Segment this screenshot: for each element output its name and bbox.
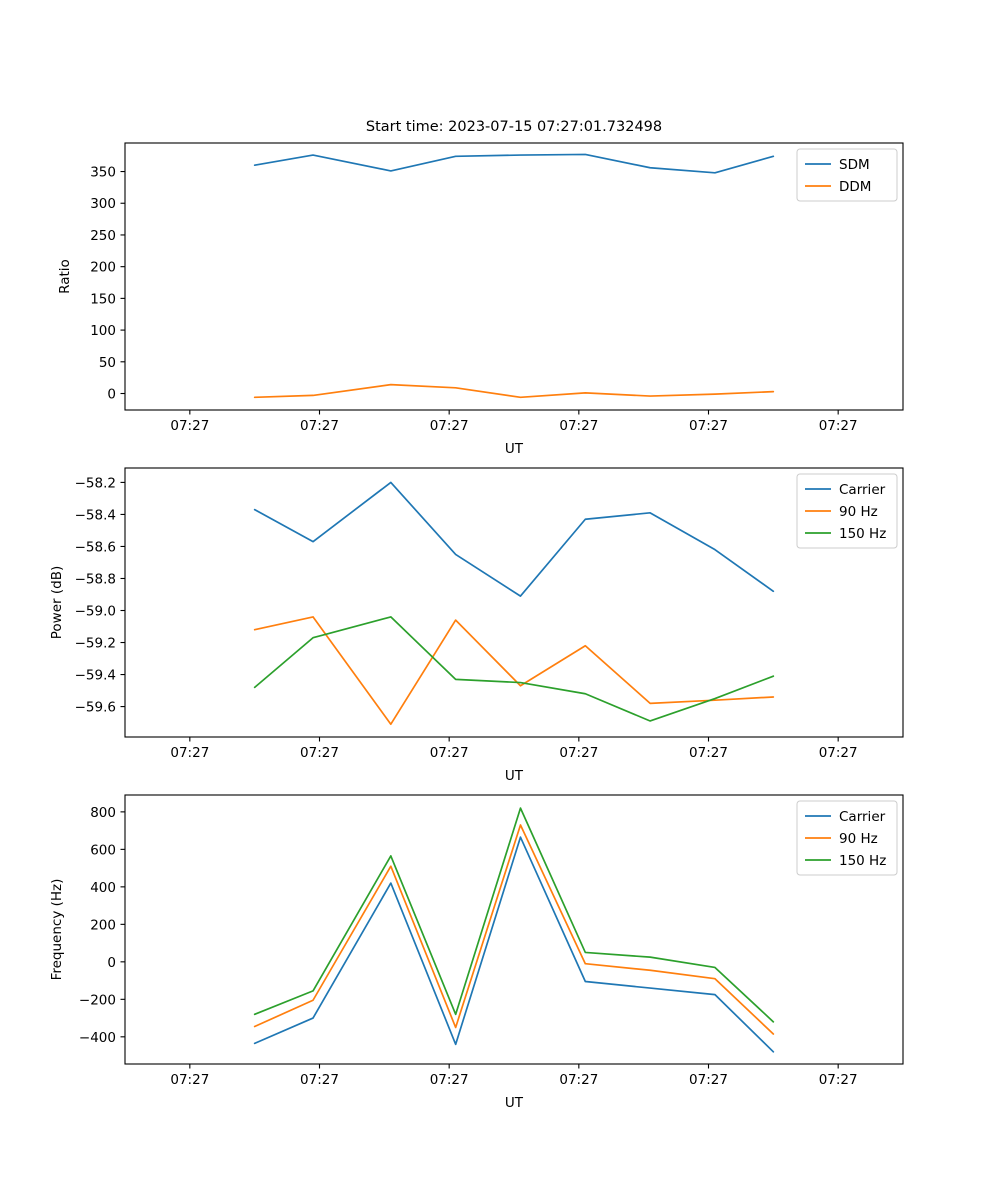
y-tick-label: −58.8 bbox=[75, 571, 116, 587]
x-tick-label: 07:27 bbox=[819, 418, 858, 434]
subplot-title: Start time: 2023-07-15 07:27:01.732498 bbox=[366, 119, 662, 135]
series-line-90-hz bbox=[253, 616, 775, 726]
x-tick-label: 07:27 bbox=[819, 1072, 858, 1088]
y-tick-label: 200 bbox=[90, 917, 116, 933]
legend-box bbox=[796, 800, 898, 876]
y-tick-label: 100 bbox=[90, 323, 116, 339]
y-tick-label: −59.0 bbox=[75, 604, 116, 620]
y-tick-label: 250 bbox=[90, 228, 116, 244]
x-tick-label: 07:27 bbox=[430, 1072, 469, 1088]
y-tick-label: −58.6 bbox=[75, 539, 116, 555]
y-tick-label: 600 bbox=[90, 842, 116, 858]
y-tick-label: −58.4 bbox=[75, 507, 116, 523]
axes-frame bbox=[124, 142, 904, 411]
series-line-carrier bbox=[253, 836, 775, 1053]
legend-label-sdm: SDM bbox=[839, 157, 870, 173]
y-axis-label: Ratio bbox=[57, 259, 73, 294]
y-axis-label: Power (dB) bbox=[49, 566, 65, 639]
x-axis-label: UT bbox=[505, 1095, 524, 1111]
y-tick-label: 400 bbox=[90, 880, 116, 896]
legend-label-90-hz: 90 Hz bbox=[839, 504, 878, 520]
legend: Carrier 90 Hz 150 Hz bbox=[796, 473, 898, 549]
series-line-150-hz bbox=[253, 807, 775, 1023]
axes-frame bbox=[124, 467, 904, 738]
data-area: Carrier 90 Hz 150 Hz bbox=[253, 473, 898, 726]
y-tick-label: 50 bbox=[99, 355, 116, 371]
series-line-150-hz bbox=[253, 616, 775, 722]
y-tick-label: −59.2 bbox=[75, 636, 116, 652]
y-tick-label: 200 bbox=[90, 260, 116, 276]
series-line-90-hz bbox=[253, 824, 775, 1035]
x-tick-label: 07:27 bbox=[689, 1072, 728, 1088]
y-tick-label: 150 bbox=[90, 291, 116, 307]
subplot-2: 07:27 07:27 07:27 07:27 07:27 07:27 −58.2 −58.4… bbox=[49, 467, 904, 784]
y-tick-label: −400 bbox=[79, 1030, 116, 1046]
x-tick-label: 07:27 bbox=[300, 1072, 339, 1088]
y-tick-label: 350 bbox=[90, 165, 116, 181]
y-tick-label: −59.4 bbox=[75, 668, 116, 684]
legend-label-ddm: DDM bbox=[839, 179, 871, 195]
data-area: Carrier 90 Hz 150 Hz bbox=[253, 800, 898, 1053]
x-tick-label: 07:27 bbox=[559, 418, 598, 434]
legend-label-carrier: Carrier bbox=[839, 482, 886, 498]
y-tick-label: −200 bbox=[79, 992, 116, 1008]
axes-frame bbox=[124, 794, 904, 1065]
y-tick-label: 0 bbox=[107, 955, 116, 971]
x-tick-label: 07:27 bbox=[559, 1072, 598, 1088]
y-tick-label: 0 bbox=[107, 387, 116, 403]
subplot-3: 07:27 07:27 07:27 07:27 07:27 07:27 −400 −200 0 2… bbox=[49, 794, 904, 1111]
legend: Carrier 90 Hz 150 Hz bbox=[796, 800, 898, 876]
y-tick-label: −59.6 bbox=[75, 700, 116, 716]
x-tick-label: 07:27 bbox=[170, 1072, 209, 1088]
series-line-ddm bbox=[253, 383, 775, 399]
y-tick-label: 300 bbox=[90, 196, 116, 212]
legend: SDM DDM bbox=[796, 148, 898, 202]
y-tick-label: −58.2 bbox=[75, 475, 116, 491]
x-tick-label: 07:27 bbox=[819, 745, 858, 761]
x-tick-label: 07:27 bbox=[430, 745, 469, 761]
legend-label-90-hz: 90 Hz bbox=[839, 831, 878, 847]
y-tick-label: 800 bbox=[90, 805, 116, 821]
subplot-1: Start time: 2023-07-15 07:27:01.732498 07… bbox=[57, 119, 904, 457]
y-axis-label: Frequency (Hz) bbox=[49, 879, 65, 981]
x-axis-label: UT bbox=[505, 441, 524, 457]
x-tick-label: 07:27 bbox=[689, 418, 728, 434]
x-tick-label: 07:27 bbox=[300, 745, 339, 761]
x-axis-label: UT bbox=[505, 768, 524, 784]
legend-label-150-hz: 150 Hz bbox=[839, 853, 886, 869]
x-tick-label: 07:27 bbox=[559, 745, 598, 761]
x-tick-label: 07:27 bbox=[689, 745, 728, 761]
legend-label-150-hz: 150 Hz bbox=[839, 526, 886, 542]
series-line-sdm bbox=[253, 153, 775, 174]
x-tick-label: 07:27 bbox=[300, 418, 339, 434]
legend-box bbox=[796, 473, 898, 549]
x-tick-label: 07:27 bbox=[430, 418, 469, 434]
x-tick-label: 07:27 bbox=[170, 418, 209, 434]
x-tick-label: 07:27 bbox=[170, 745, 209, 761]
legend-box bbox=[796, 148, 898, 202]
series-line-carrier bbox=[253, 481, 775, 597]
data-area: SDM DDM bbox=[253, 148, 898, 399]
legend-label-carrier: Carrier bbox=[839, 809, 886, 825]
